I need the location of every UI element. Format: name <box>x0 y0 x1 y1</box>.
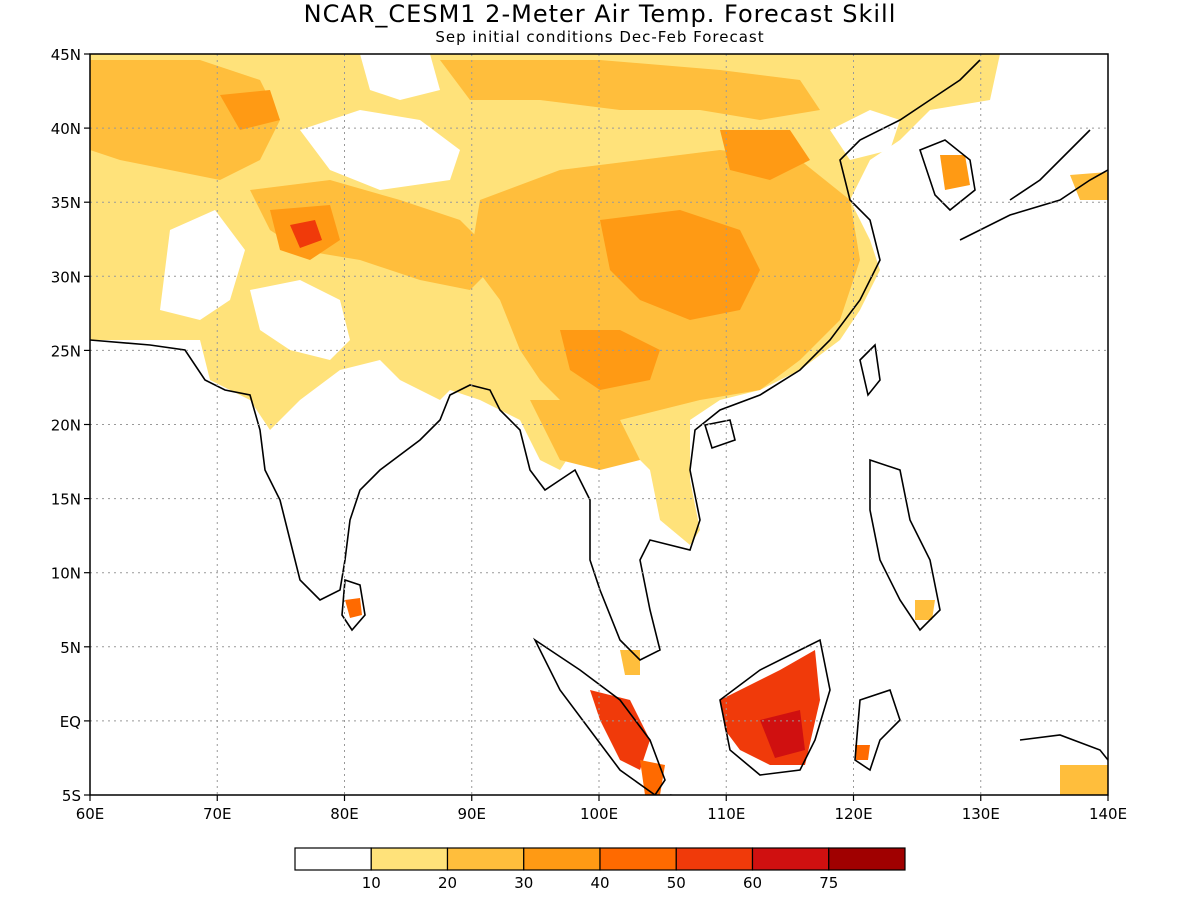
skill-hot-japan <box>1070 172 1108 200</box>
colorbar-label: 10 <box>362 874 381 892</box>
coastlines <box>90 59 1108 795</box>
lat-tick-label: 5S <box>62 787 81 805</box>
lat-tick-label: 10N <box>51 565 81 583</box>
skill-hole-india <box>250 280 350 360</box>
colorbar-bin <box>294 847 372 871</box>
coast-philippines <box>869 458 941 632</box>
colorbar-label: 75 <box>819 874 838 892</box>
skill-hot-sumatra <box>590 690 650 770</box>
coast-borneo <box>719 638 831 776</box>
coast-hainan <box>703 419 736 450</box>
coast-taiwan <box>859 343 881 397</box>
skill-hot-srilanka <box>345 598 362 618</box>
skill-region-mongolia <box>440 60 820 120</box>
lat-tick-label: 30N <box>51 268 81 286</box>
colorbar: 10 20 30 40 50 60 75 <box>294 847 906 892</box>
skill-hole-tarim <box>300 110 460 190</box>
skill-hole-pakistan <box>160 210 245 320</box>
lat-tick-label: EQ <box>60 713 81 731</box>
skill-hot-borneo-core <box>760 710 805 758</box>
chart-subtitle: Sep initial conditions Dec-Feb Forecast <box>435 28 765 46</box>
lon-tick-label: 80E <box>330 805 359 823</box>
lat-tick-label: 5N <box>60 639 81 657</box>
skill-hot-sumatra-south <box>640 760 665 795</box>
lat-tick-label: 35N <box>51 194 81 212</box>
lon-axis: 60E 70E 80E 90E 100E 110E 120E 130E 140E <box>76 795 1127 823</box>
lon-tick-label: 120E <box>834 805 872 823</box>
colorbar-bin <box>370 847 449 871</box>
colorbar-bin <box>523 847 601 871</box>
skill-patch-china-2 <box>560 330 660 390</box>
coast-japan <box>959 129 1108 241</box>
lat-tick-label: 40N <box>51 120 81 138</box>
lat-tick-label: 20N <box>51 417 81 435</box>
skill-hot-malaya <box>620 650 640 675</box>
skill-hole-mongolia <box>360 54 440 100</box>
skill-field <box>90 54 1108 795</box>
coast-korea <box>919 139 976 212</box>
coast-java <box>670 794 679 795</box>
lat-tick-label: 15N <box>51 491 81 509</box>
lon-tick-label: 90E <box>457 805 486 823</box>
lon-tick-label: 100E <box>580 805 618 823</box>
skill-hole-manchuria <box>830 110 900 160</box>
colorbar-label: 60 <box>743 874 762 892</box>
colorbar-label: 20 <box>438 874 457 892</box>
colorbar-label: 50 <box>667 874 686 892</box>
lon-tick-label: 60E <box>76 805 105 823</box>
skill-hot-kashmir <box>290 220 322 248</box>
colorbar-label: 30 <box>514 874 533 892</box>
grid <box>90 54 1108 795</box>
skill-hot-sulawesi <box>855 745 870 760</box>
coast-png <box>1019 734 1108 761</box>
skill-hot-borneo <box>720 650 820 765</box>
colorbar-bin <box>828 847 906 871</box>
coast-sumatra <box>532 637 666 795</box>
skill-patch-north-china <box>720 130 810 180</box>
skill-patch-china-1 <box>600 210 760 320</box>
lat-axis: 45N 40N 35N 30N 25N 20N 15N 10N 5N EQ 5S <box>51 46 90 805</box>
skill-patch-kyrgyz <box>220 90 280 130</box>
lon-tick-label: 70E <box>203 805 232 823</box>
colorbar-bin <box>751 847 830 871</box>
coast-srilanka <box>341 578 366 632</box>
skill-hot-png <box>1060 765 1108 795</box>
lat-tick-label: 45N <box>51 46 81 64</box>
colorbar-bin <box>599 847 677 871</box>
colorbar-bin <box>675 847 754 871</box>
colorbar-bin <box>446 847 525 871</box>
skill-region-indochina <box>530 400 640 470</box>
skill-hot-philippines <box>915 600 935 620</box>
lon-tick-label: 110E <box>707 805 745 823</box>
chart-title: NCAR_CESM1 2-Meter Air Temp. Forecast Sk… <box>303 0 897 28</box>
colorbar-label: 40 <box>590 874 609 892</box>
skill-hot-korea <box>940 155 970 190</box>
coast-arabian-sea-india <box>90 59 981 661</box>
lon-tick-label: 140E <box>1089 805 1127 823</box>
lon-tick-label: 130E <box>962 805 1000 823</box>
skill-region-westasia <box>90 60 280 180</box>
coast-sulawesi <box>854 688 901 772</box>
lat-tick-label: 25N <box>51 342 81 360</box>
